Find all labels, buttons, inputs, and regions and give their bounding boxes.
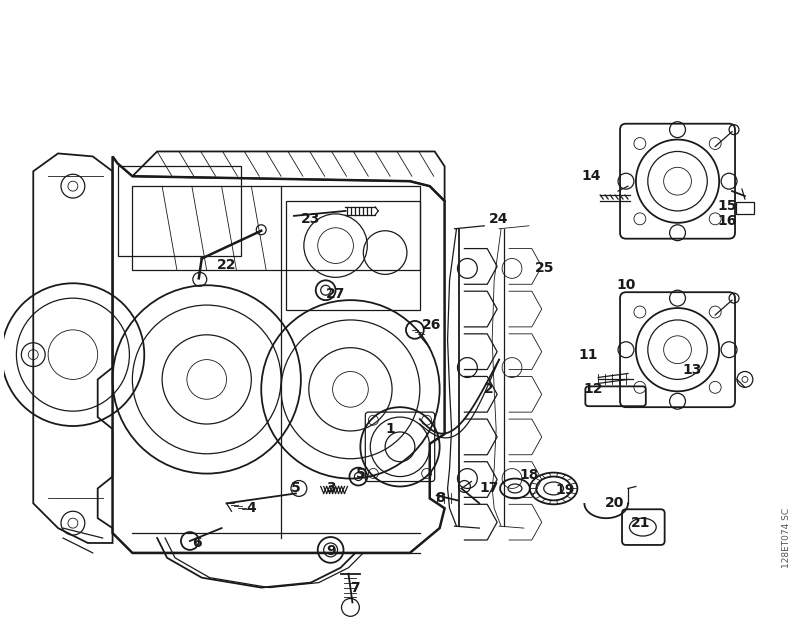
Text: 9: 9 [326, 544, 335, 558]
Text: 15: 15 [718, 199, 737, 213]
Text: 12: 12 [583, 382, 603, 396]
Text: 18: 18 [519, 467, 538, 481]
Text: 128ET074 SC: 128ET074 SC [782, 508, 791, 568]
Text: 8: 8 [434, 491, 445, 505]
Text: 24: 24 [490, 212, 509, 226]
Text: 4: 4 [246, 501, 256, 515]
Text: 11: 11 [578, 348, 598, 362]
Text: 10: 10 [616, 278, 636, 292]
Text: 2: 2 [484, 382, 494, 396]
Text: 1: 1 [386, 422, 395, 436]
Text: 21: 21 [631, 516, 650, 530]
Text: 13: 13 [682, 362, 702, 377]
Text: 19: 19 [556, 483, 575, 498]
Text: 14: 14 [582, 169, 601, 183]
Text: 7: 7 [350, 581, 360, 595]
Text: 23: 23 [301, 212, 321, 226]
Text: 5: 5 [355, 467, 366, 481]
Text: 17: 17 [479, 481, 499, 495]
Text: 27: 27 [326, 287, 346, 301]
Text: 16: 16 [718, 214, 737, 228]
Text: 20: 20 [605, 496, 624, 510]
Text: 5: 5 [291, 481, 301, 495]
Text: 22: 22 [217, 258, 236, 272]
Text: 25: 25 [535, 261, 554, 275]
Text: 26: 26 [422, 318, 442, 332]
Text: 3: 3 [326, 481, 335, 495]
Text: 6: 6 [192, 536, 202, 550]
